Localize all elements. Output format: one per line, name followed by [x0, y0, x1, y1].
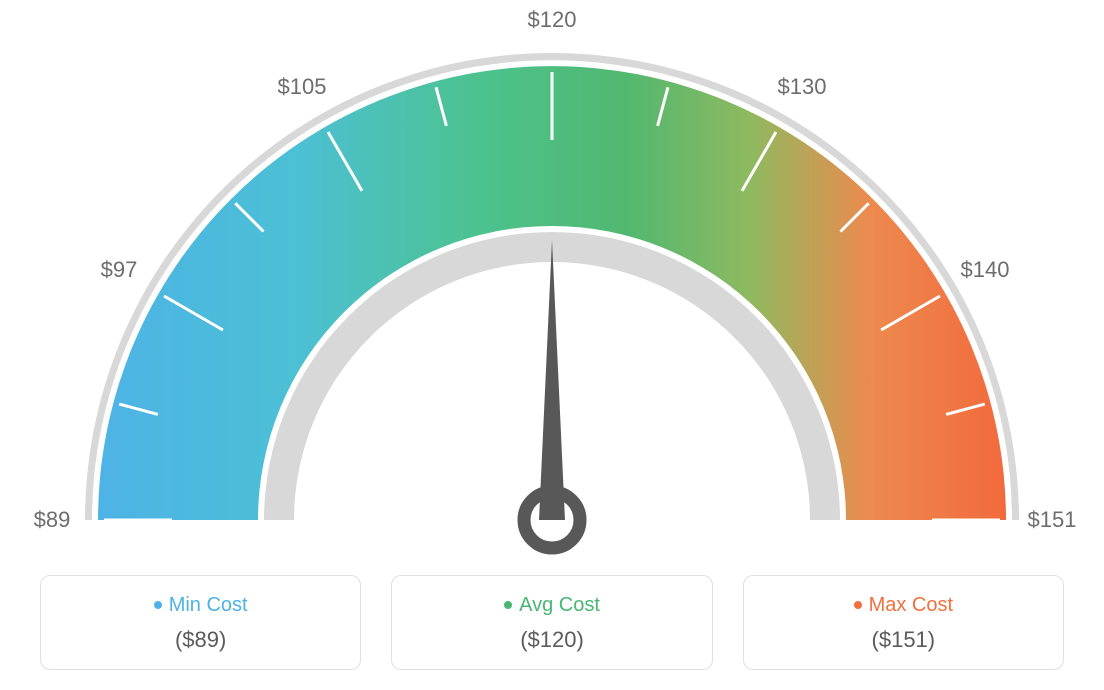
min-cost-label-text: Min Cost: [169, 594, 248, 616]
gauge-tick-label: $105: [278, 74, 327, 100]
min-cost-label: Min Cost: [41, 594, 360, 617]
avg-cost-label: Avg Cost: [392, 594, 711, 617]
gauge-tick-label: $140: [961, 257, 1010, 283]
min-cost-card: Min Cost ($89): [40, 575, 361, 670]
max-cost-dot: [854, 601, 862, 609]
avg-cost-dot: [504, 601, 512, 609]
max-cost-label: Max Cost: [744, 594, 1063, 617]
gauge-tick-label: $97: [101, 257, 138, 283]
min-cost-dot: [154, 601, 162, 609]
cost-gauge-chart: $89 $97 $105 $120 $130 $140 $151 Min Cost ($89…: [0, 0, 1104, 690]
avg-cost-label-text: Avg Cost: [519, 594, 600, 616]
gauge-tick-label: $151: [1028, 507, 1077, 533]
legend-cards: Min Cost ($89) Avg Cost ($120) Max Cost …: [40, 575, 1064, 670]
gauge: $89 $97 $105 $120 $130 $140 $151: [0, 0, 1104, 560]
max-cost-card: Max Cost ($151): [743, 575, 1064, 670]
gauge-tick-label: $130: [778, 74, 827, 100]
gauge-tick-label: $89: [34, 507, 71, 533]
avg-cost-card: Avg Cost ($120): [391, 575, 712, 670]
max-cost-label-text: Max Cost: [869, 594, 953, 616]
avg-cost-value: ($120): [392, 627, 711, 653]
max-cost-value: ($151): [744, 627, 1063, 653]
gauge-tick-label: $120: [528, 7, 577, 33]
min-cost-value: ($89): [41, 627, 360, 653]
gauge-svg: [0, 0, 1104, 560]
